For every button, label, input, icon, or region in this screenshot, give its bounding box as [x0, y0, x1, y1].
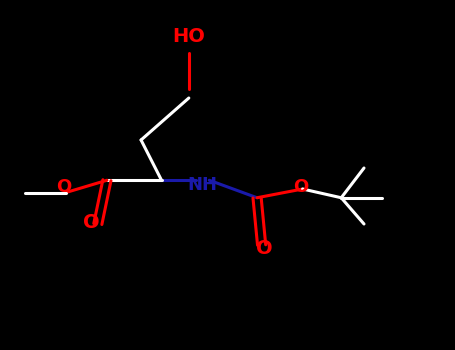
- Text: HO: HO: [172, 27, 205, 46]
- Text: NH: NH: [187, 176, 217, 195]
- Text: O: O: [256, 239, 272, 258]
- Text: O: O: [83, 213, 99, 232]
- Text: O: O: [293, 178, 308, 196]
- Text: O: O: [56, 178, 71, 196]
